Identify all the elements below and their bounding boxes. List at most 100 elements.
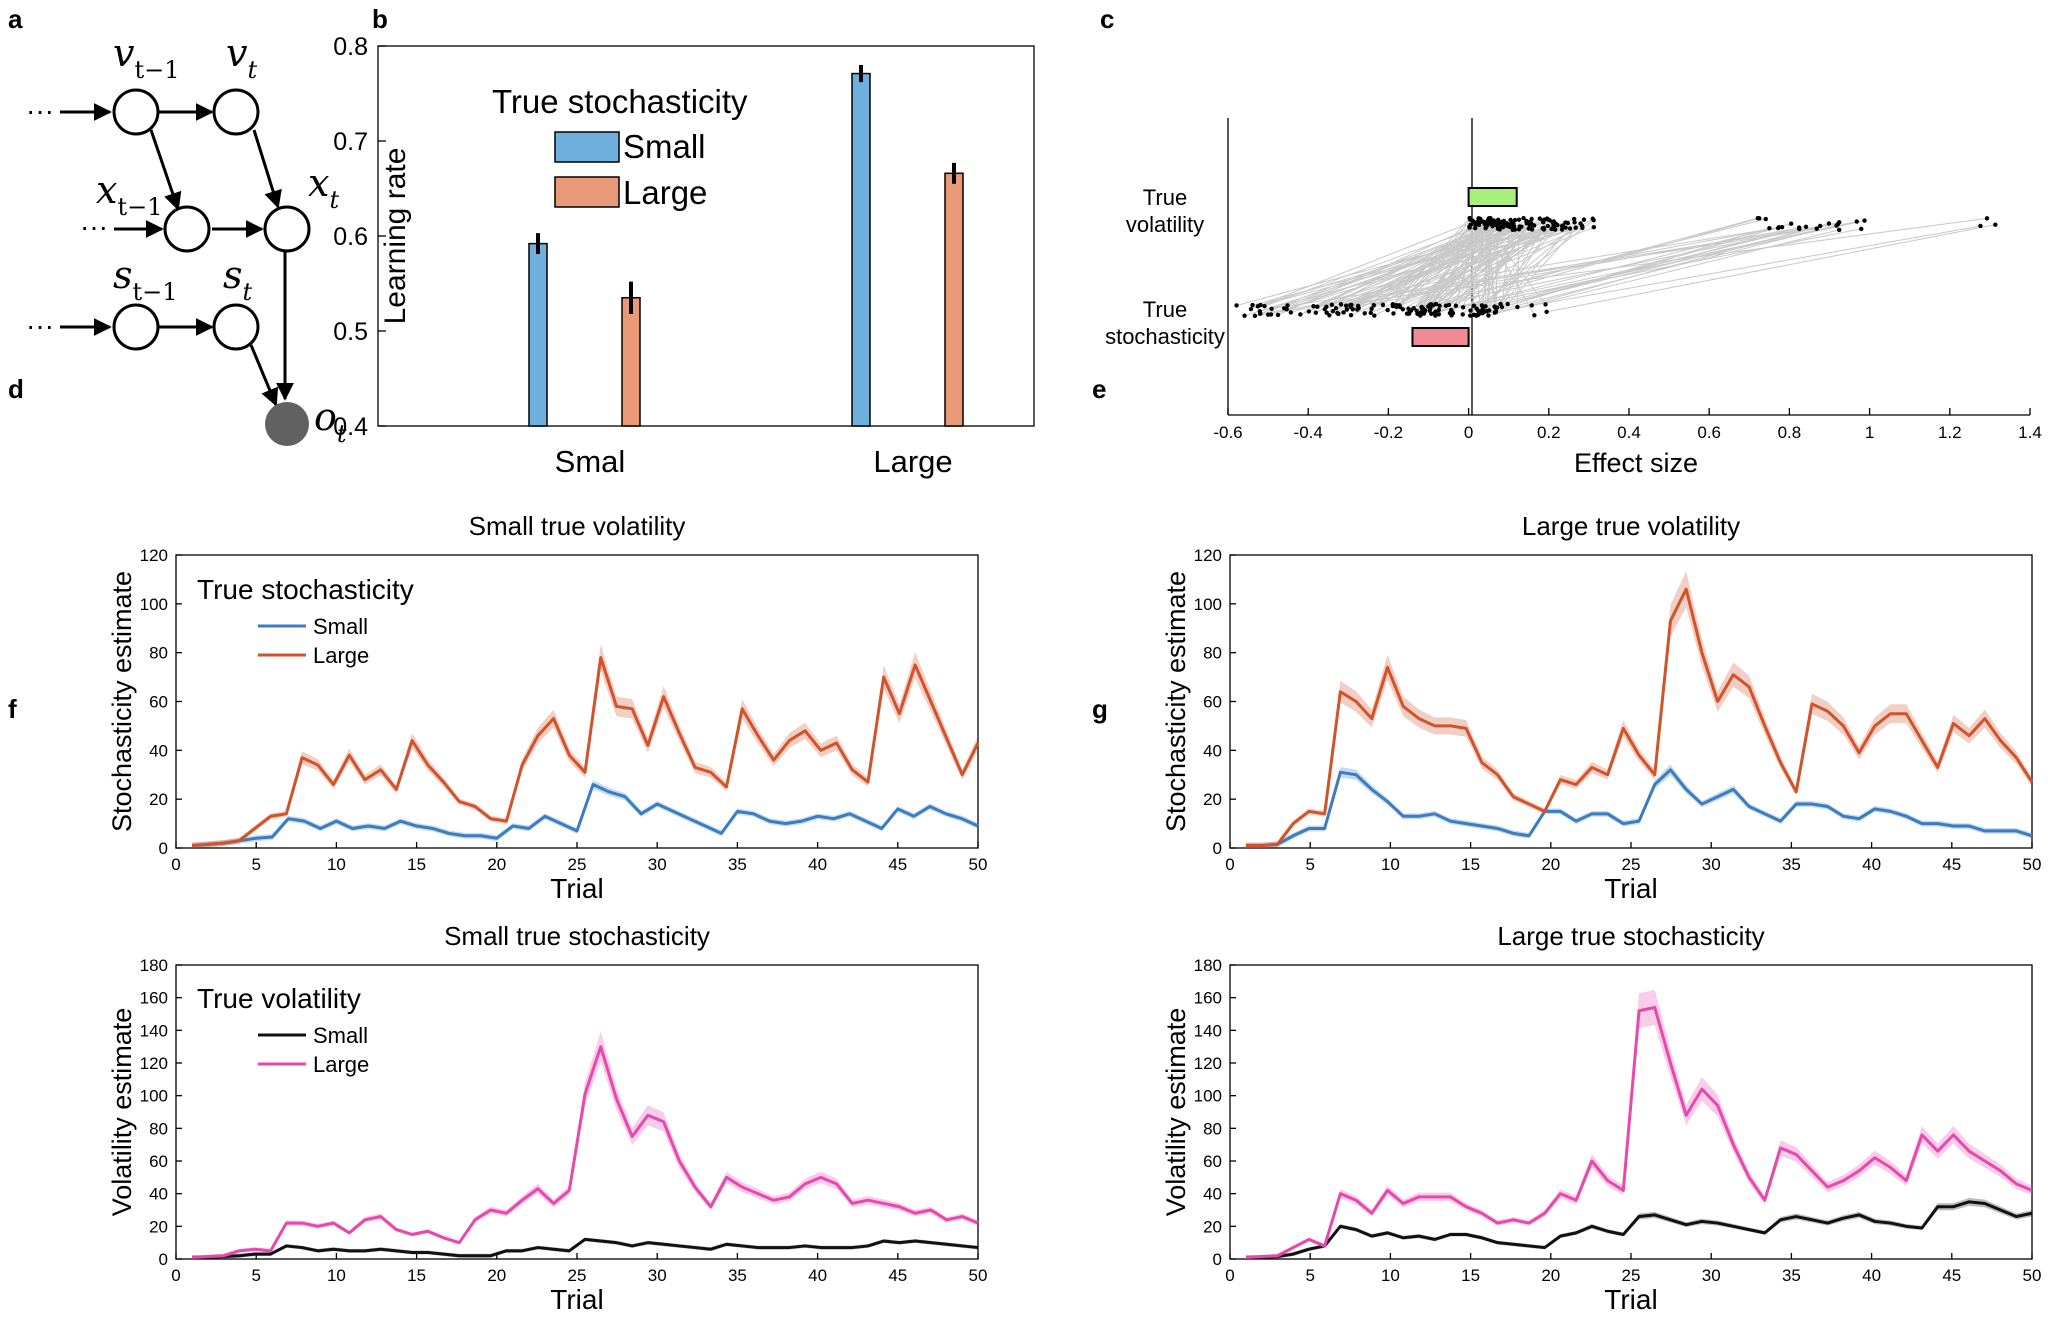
stochasticity-point <box>1275 312 1281 318</box>
x-tick-label-e: 50 <box>2023 855 2042 874</box>
y-tick-label-b: 0.5 <box>333 318 368 346</box>
volatility-point <box>1467 224 1472 229</box>
volatility-point <box>1531 223 1537 228</box>
stochasticity-point <box>1437 303 1442 308</box>
stochasticity-point <box>1484 309 1489 314</box>
stochasticity-point <box>1356 305 1361 311</box>
stochasticity-point <box>1446 302 1452 308</box>
stochasticity-point <box>1311 304 1316 309</box>
x-tick-label-c: 1 <box>1865 423 1874 442</box>
x-tick-label-e: 40 <box>1862 855 1881 874</box>
node-v-prev <box>112 88 160 136</box>
y-tick-label-f: 40 <box>149 1185 168 1204</box>
stochasticity-point <box>1329 302 1335 307</box>
bar-large-large <box>944 172 964 427</box>
panel-d-chart: 0 20 40 60 80 100 120 0 5 10 15 20 25 30 35 40 45 50 Small… <box>107 511 987 904</box>
x-tick-label-f: 15 <box>407 1266 426 1285</box>
volatility-point <box>1552 226 1557 231</box>
y-axis-label-g: Volatility estimate <box>1161 1008 1191 1217</box>
stochasticity-point <box>1480 305 1486 311</box>
stochasticity-point <box>1436 312 1442 317</box>
volatility-point <box>1826 221 1832 226</box>
x-tick-label-c: 0.8 <box>1778 423 1802 442</box>
participant-line <box>1350 229 1516 308</box>
x-tick-label-d: 15 <box>407 855 426 874</box>
y-tick-label-e: 40 <box>1203 741 1222 760</box>
stochasticity-point <box>1362 311 1367 316</box>
stochasticity-point <box>1543 302 1548 307</box>
node-x-prev <box>163 205 211 253</box>
participant-line <box>1424 224 1495 311</box>
y-tick-label-g: 60 <box>1203 1152 1222 1171</box>
participant-line <box>1254 228 1817 317</box>
stochasticity-point <box>1248 306 1254 312</box>
node-o <box>265 402 309 446</box>
volatility-point <box>1495 217 1501 223</box>
participant-line <box>1480 220 1535 316</box>
participant-line <box>1438 221 1530 315</box>
participant-line <box>1477 225 1981 316</box>
x-tick-label-e: 20 <box>1541 855 1560 874</box>
participant-line <box>1250 218 1481 310</box>
row-label-stochasticity-1: True <box>1143 297 1187 322</box>
legend-swatch-small-b <box>554 131 620 163</box>
ellipsis-x: ··· <box>80 211 108 242</box>
legend-label-small-f: Small <box>313 1023 368 1048</box>
volatility-point <box>1504 223 1510 228</box>
stochasticity-point <box>1333 306 1339 311</box>
y-tick-label-d: 0 <box>159 839 168 858</box>
stochasticity-point <box>1492 304 1497 310</box>
legend-swatch-large-b <box>554 176 620 208</box>
stochasticity-point <box>1544 309 1549 315</box>
volatility-point <box>1796 225 1802 230</box>
y-tick-label-f: 140 <box>140 1021 168 1040</box>
participant-line <box>1445 225 1488 306</box>
x-tick-label-f: 10 <box>327 1266 346 1285</box>
stochasticity-point <box>1242 313 1247 318</box>
participant-line <box>1252 222 1566 306</box>
x-tick-label-c: 0.4 <box>1617 423 1641 442</box>
participant-line <box>1500 221 1555 305</box>
volatility-point <box>1537 216 1543 221</box>
participant-line <box>1236 224 1535 306</box>
volatility-point <box>1567 226 1573 231</box>
participant-line <box>1476 219 1585 309</box>
participant-line <box>1494 219 1549 313</box>
stochasticity-point <box>1327 313 1332 318</box>
y-tick-label-d: 60 <box>149 693 168 712</box>
series-line-large-e <box>1246 587 2034 848</box>
x-axis-label-f: Trial <box>550 1284 603 1315</box>
ci-band-small-e <box>1246 764 2032 848</box>
volatility-point <box>1572 220 1577 225</box>
legend-title-d: True stochasticity <box>197 574 414 605</box>
stochasticity-point <box>1298 312 1303 317</box>
participant-line <box>1408 220 1493 314</box>
effect-size-plot: -0.6 -0.4 -0.2 0 0.2 0.4 0.6 0.8 1 1.2 1.4 True vo… <box>1105 118 2042 478</box>
x-category-label-b: Smal <box>555 444 626 479</box>
x-tick-label-d: 0 <box>171 855 180 874</box>
row-label-volatility-1: True <box>1143 185 1187 210</box>
participant-line <box>1332 220 1527 312</box>
stochasticity-point <box>1475 312 1480 318</box>
volatility-point <box>1519 224 1524 229</box>
volatility-point <box>1478 218 1484 224</box>
edge-v-x <box>149 129 182 211</box>
stochasticity-point <box>1422 307 1428 313</box>
participant-line <box>1478 227 1800 312</box>
legend-label-large-f: Large <box>313 1052 369 1077</box>
x-tick-label-e: 25 <box>1622 855 1641 874</box>
volatility-point <box>1559 227 1565 232</box>
volatility-point <box>1541 225 1546 231</box>
stochasticity-point <box>1252 313 1258 318</box>
y-tick-label-f: 120 <box>140 1054 168 1073</box>
participant-line <box>1399 219 1471 308</box>
stochasticity-point <box>1499 304 1505 310</box>
participant-line <box>1448 225 1549 306</box>
volatility-point <box>1854 219 1859 224</box>
node-s-prev <box>112 303 160 351</box>
x-axis-label-e: Trial <box>1604 873 1657 904</box>
y-tick-label-d: 20 <box>149 790 168 809</box>
title-d: Small true volatility <box>469 511 686 541</box>
x-category-label-b: Large <box>873 444 952 479</box>
volatility-point <box>1859 226 1864 232</box>
